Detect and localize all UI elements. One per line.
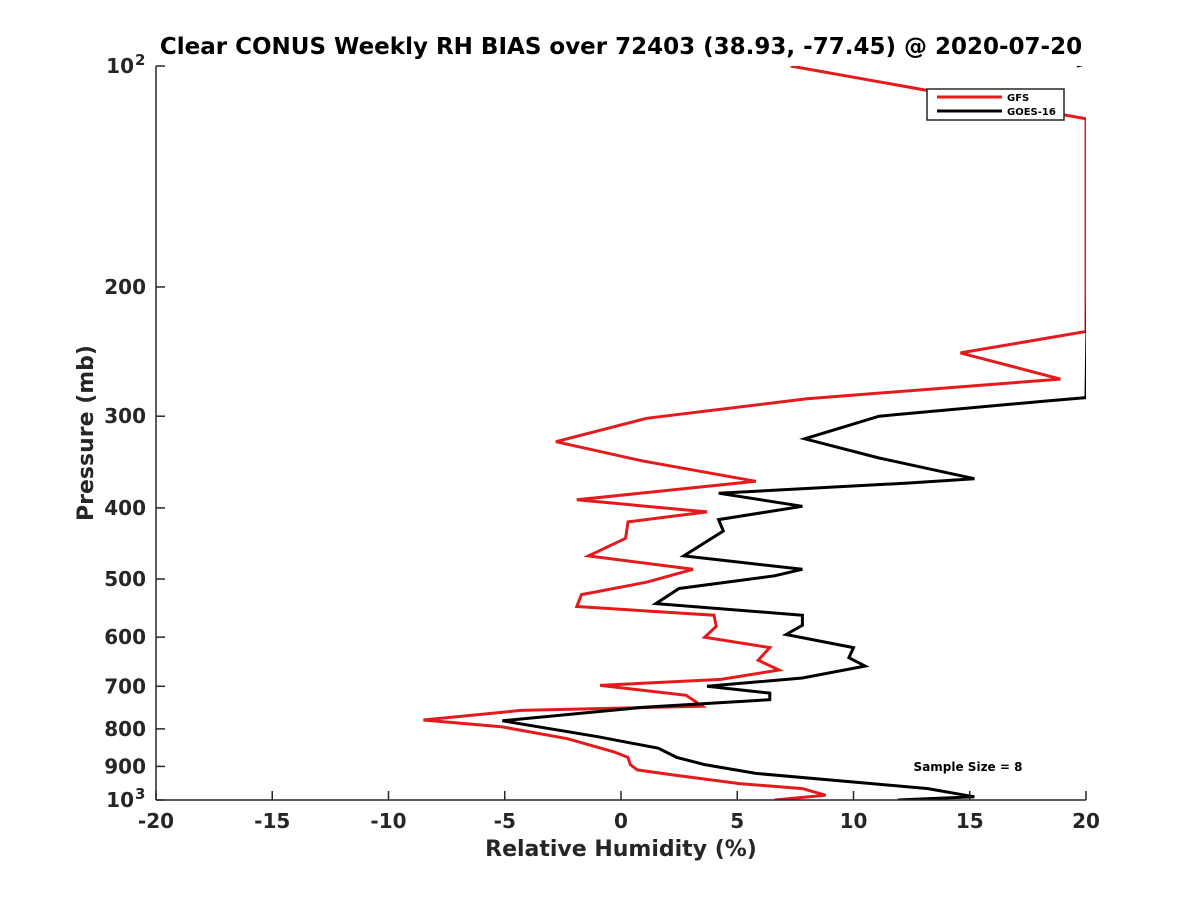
x-tick-label: 0 <box>614 809 628 833</box>
y-tick-label: 500 <box>104 567 146 591</box>
x-tick-label: -20 <box>138 809 174 833</box>
x-axis-ticks: -20 -15 -10 -5 0 5 10 15 20 <box>138 791 1100 833</box>
y-tick-label: 200 <box>104 275 146 299</box>
series-line-goes-16 <box>502 66 1086 800</box>
x-tick-label: 20 <box>1072 809 1100 833</box>
legend-goes16-label: GOES-16 <box>1007 107 1056 118</box>
x-tick-label: 5 <box>730 809 744 833</box>
legend-gfs-label: GFS <box>1007 93 1029 104</box>
y-tick-label: 10 <box>106 788 134 812</box>
y-tick-label: 700 <box>104 674 146 698</box>
chart-title: Clear CONUS Weekly RH BIAS over 72403 (3… <box>160 34 1082 60</box>
y-tick-exponent: 2 <box>135 51 145 69</box>
legend-box <box>926 88 1065 121</box>
y-tick-label: 10 <box>106 54 134 78</box>
x-tick-label: 15 <box>956 809 984 833</box>
y-tick-label: 400 <box>104 496 146 520</box>
x-tick-label: -15 <box>254 809 290 833</box>
series-line-gfs <box>423 66 1086 800</box>
x-axis-title: Relative Humidity (%) <box>485 837 757 862</box>
y-tick-label: 800 <box>104 717 146 741</box>
y-tick-label: 300 <box>104 404 146 428</box>
x-tick-label: -5 <box>494 809 516 833</box>
y-tick-exponent: 3 <box>135 785 145 803</box>
sample-size-annotation: Sample Size = 8 <box>914 760 1023 774</box>
y-axis-title: Pressure (mb) <box>74 345 99 521</box>
y-tick-label: 600 <box>104 625 146 649</box>
axes <box>155 66 1086 801</box>
x-tick-label: -10 <box>370 809 406 833</box>
legend: GFS GOES-16 <box>926 88 1065 121</box>
y-tick-label: 900 <box>104 754 146 778</box>
series-layer <box>423 66 1086 800</box>
x-tick-label: 10 <box>840 809 868 833</box>
